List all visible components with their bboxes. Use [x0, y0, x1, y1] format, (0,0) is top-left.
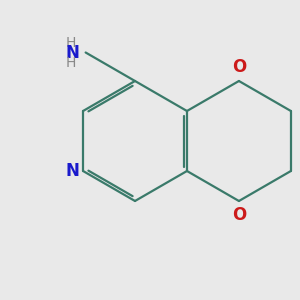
Text: N: N: [66, 162, 80, 180]
Text: O: O: [232, 58, 246, 76]
Text: O: O: [232, 206, 246, 224]
Text: N: N: [65, 44, 79, 62]
Text: H: H: [65, 36, 76, 50]
Text: H: H: [65, 56, 76, 70]
